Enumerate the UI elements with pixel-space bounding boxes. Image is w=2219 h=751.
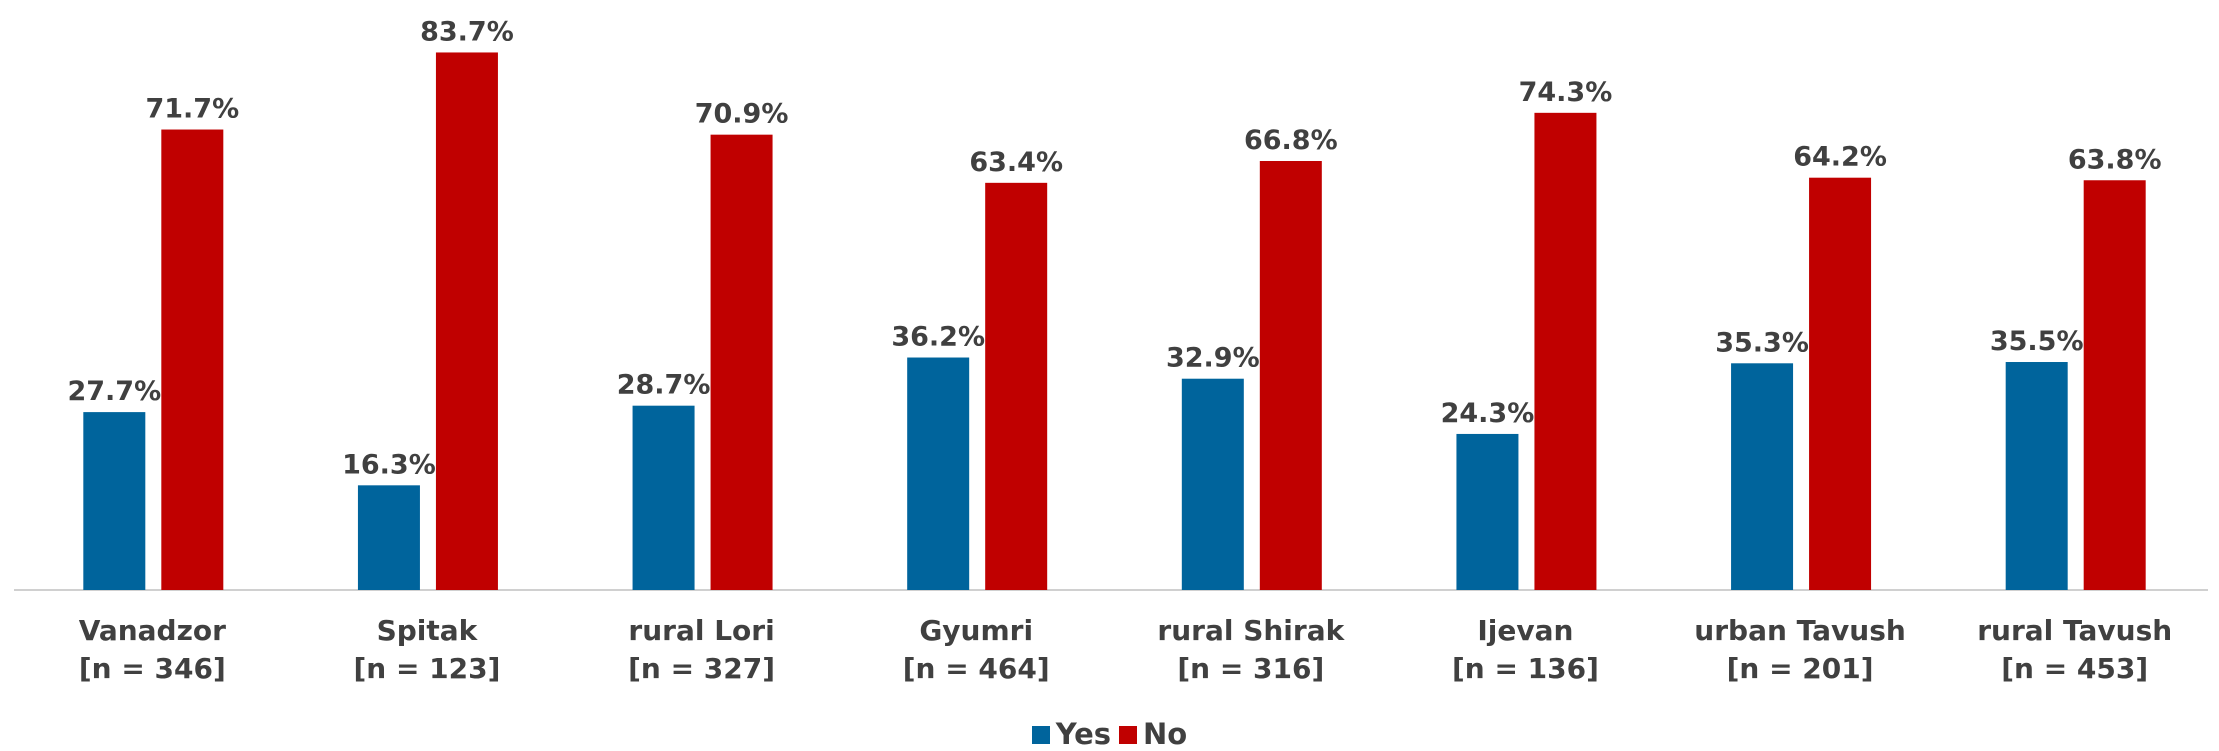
data-label: 64.2%	[1793, 142, 1887, 173]
bar	[1259, 160, 1322, 591]
legend-swatch	[1119, 726, 1138, 744]
data-label: 63.4%	[969, 147, 1063, 178]
legend-label: Yes	[1055, 717, 1112, 751]
bar	[1731, 363, 1794, 590]
bar	[161, 129, 224, 590]
bar	[907, 357, 970, 590]
data-label: 35.5%	[1990, 326, 2084, 357]
data-label: 28.7%	[617, 370, 711, 401]
bar	[1809, 177, 1872, 590]
legend-item: No	[1119, 717, 1187, 751]
data-label: 70.9%	[695, 99, 789, 130]
data-label: 16.3%	[342, 449, 436, 480]
data-label: 36.2%	[891, 322, 985, 353]
x-tick-label: Spitak [n = 123]	[353, 614, 501, 685]
x-tick-label: Ijevan [n = 136]	[1451, 614, 1599, 685]
legend-swatch	[1031, 726, 1050, 744]
bar	[1456, 433, 1519, 590]
bar	[83, 412, 146, 590]
legend-item: Yes	[1031, 717, 1112, 751]
data-label: 66.8%	[1244, 125, 1338, 156]
x-tick-label: Vanadzor [n = 346]	[78, 614, 226, 685]
bar	[435, 52, 498, 590]
data-label: 83.7%	[420, 16, 514, 47]
legend: Yes No	[0, 717, 2219, 751]
data-label: 27.7%	[67, 376, 161, 407]
x-tick-label: rural Shirak [n = 316]	[1157, 614, 1345, 685]
legend-label: No	[1143, 717, 1188, 751]
data-label: 74.3%	[1519, 77, 1613, 108]
data-label: 63.8%	[2068, 144, 2162, 175]
data-label: 24.3%	[1441, 398, 1535, 429]
data-label: 32.9%	[1166, 343, 1260, 374]
bar	[710, 134, 773, 591]
bar	[985, 182, 1048, 590]
x-tick-label: rural Lori [n = 327]	[628, 614, 776, 685]
bar	[2083, 180, 2146, 591]
data-label: 71.7%	[145, 94, 239, 125]
bar	[2005, 362, 2068, 590]
x-tick-label: rural Tavush [n = 453]	[1977, 614, 2173, 685]
bar	[1181, 378, 1244, 590]
data-label: 35.3%	[1715, 327, 1809, 358]
bar	[357, 485, 420, 590]
bar	[632, 405, 695, 590]
x-tick-label: urban Tavush [n = 201]	[1694, 614, 1906, 685]
x-tick-label: Gyumri [n = 464]	[902, 614, 1050, 685]
bar	[1534, 112, 1597, 590]
